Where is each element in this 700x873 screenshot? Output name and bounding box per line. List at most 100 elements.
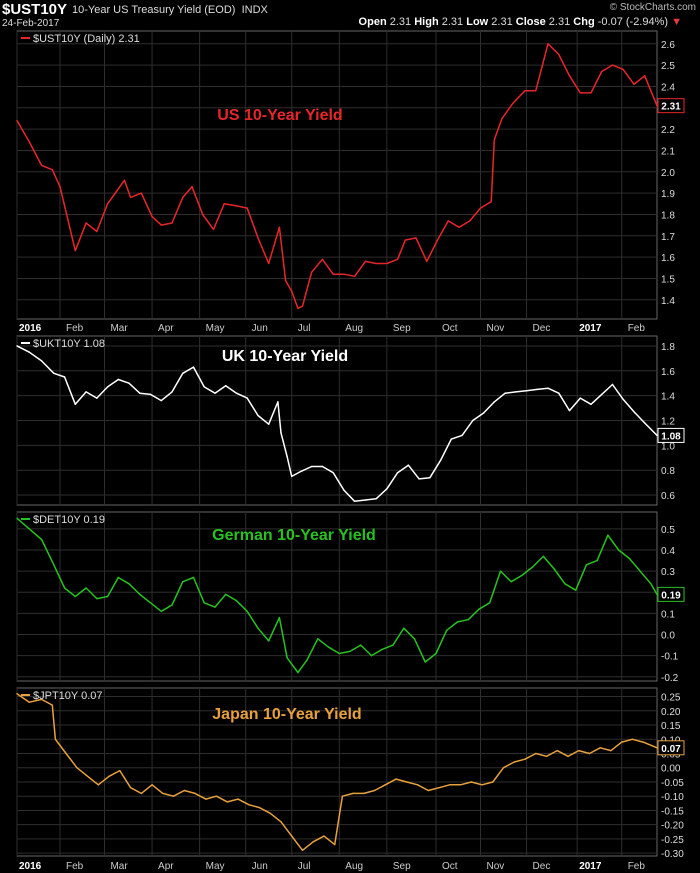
y-tick-label: 0.25: [661, 693, 681, 704]
data-point: [426, 260, 428, 263]
data-point: [343, 489, 345, 491]
data-point: [447, 220, 449, 222]
data-point: [579, 397, 581, 399]
data-point: [306, 659, 308, 661]
data-point: [182, 581, 184, 583]
data-point: [301, 305, 304, 307]
data-point: [321, 465, 324, 468]
data-point: [51, 168, 53, 171]
y-tick-label: -0.20: [661, 821, 684, 832]
data-point: [212, 228, 215, 231]
data-point: [492, 781, 494, 783]
data-point: [65, 752, 67, 755]
last-value-label: 0.07: [661, 744, 681, 755]
symbol-title: $UST10Y: [2, 1, 68, 18]
data-point: [269, 812, 271, 814]
data-point: [381, 648, 383, 651]
data-point: [545, 755, 548, 758]
y-tick-label: 1.6: [661, 253, 675, 264]
data-point: [338, 652, 341, 655]
y-tick-label: 0.0: [661, 631, 675, 642]
data-point: [28, 528, 30, 530]
data-point: [499, 570, 502, 572]
close-label: Close: [515, 16, 546, 28]
data-point: [407, 464, 410, 466]
data-point: [353, 500, 356, 502]
data-point: [182, 372, 184, 374]
data-point: [461, 434, 463, 437]
data-point: [622, 398, 624, 401]
x-tick-label: Aug: [345, 323, 363, 334]
data-point: [610, 749, 612, 752]
data-point: [160, 224, 162, 226]
data-point: [237, 798, 239, 800]
data-point: [74, 595, 77, 598]
annotation-label: UK 10-Year Yield: [222, 348, 348, 365]
data-point: [192, 366, 195, 368]
last-value-tag: [657, 98, 685, 114]
data-point: [406, 781, 408, 783]
x-tick-label: Oct: [442, 323, 458, 334]
data-point: [493, 401, 496, 403]
data-point: [191, 186, 193, 188]
data-point: [106, 386, 109, 388]
y-tick-label: 0.15: [661, 721, 681, 732]
data-point: [446, 629, 448, 631]
x-tick-label: Dec: [533, 323, 551, 334]
data-point: [501, 117, 503, 120]
data-point: [482, 412, 485, 414]
data-point: [458, 226, 460, 228]
data-point: [416, 784, 419, 786]
data-point: [373, 789, 376, 792]
y-tick-label: 2.2: [661, 125, 675, 136]
data-point: [502, 767, 505, 769]
data-point: [396, 471, 399, 474]
data-point: [396, 258, 399, 260]
data-point: [332, 471, 334, 474]
data-point: [40, 164, 43, 167]
data-point: [375, 498, 377, 500]
chart-header: $UST10Y 10-Year US Treasury Yield (EOD) …: [0, 0, 700, 30]
x-tick-label: Mar: [110, 323, 128, 334]
x-tick-label: Apr: [158, 861, 174, 872]
data-point: [489, 602, 491, 604]
data-point: [644, 422, 646, 424]
data-point: [300, 470, 302, 473]
data-point: [63, 376, 66, 378]
annotation-label: Japan 10-Year Yield: [212, 706, 361, 723]
last-value-tag: [657, 586, 685, 602]
data-point: [139, 392, 141, 394]
data-point: [97, 784, 100, 786]
legend-label: $DET10Y 0.19: [33, 514, 105, 526]
data-point: [599, 747, 601, 749]
data-point: [456, 621, 459, 623]
data-point: [585, 564, 588, 566]
data-point: [151, 215, 153, 218]
y-tick-label: 2.5: [661, 61, 675, 72]
y-tick-label: 1.8: [661, 210, 675, 221]
data-point: [28, 701, 30, 703]
x-tick-label: Jul: [298, 323, 311, 334]
change-value: -0.07 (-2.94%): [597, 16, 669, 28]
data-point: [171, 391, 173, 393]
data-point: [225, 385, 227, 387]
x-tick-label: Feb: [628, 861, 646, 872]
x-tick-label: Sep: [393, 861, 411, 872]
data-point: [280, 821, 282, 823]
x-tick-label: Feb: [66, 861, 84, 872]
data-point: [192, 576, 195, 579]
y-tick-label: 0.20: [661, 707, 681, 718]
data-point: [558, 392, 560, 394]
data-point: [28, 351, 30, 353]
data-point: [553, 568, 555, 570]
data-point: [317, 638, 319, 640]
data-point: [53, 564, 55, 566]
x-tick-label: Apr: [158, 323, 174, 334]
data-point: [149, 393, 152, 396]
data-point: [226, 801, 228, 803]
x-tick-label: Nov: [487, 861, 505, 872]
data-point: [16, 345, 18, 347]
data-point: [590, 92, 592, 94]
data-point: [128, 583, 130, 585]
y-tick-label: -0.05: [661, 778, 684, 789]
